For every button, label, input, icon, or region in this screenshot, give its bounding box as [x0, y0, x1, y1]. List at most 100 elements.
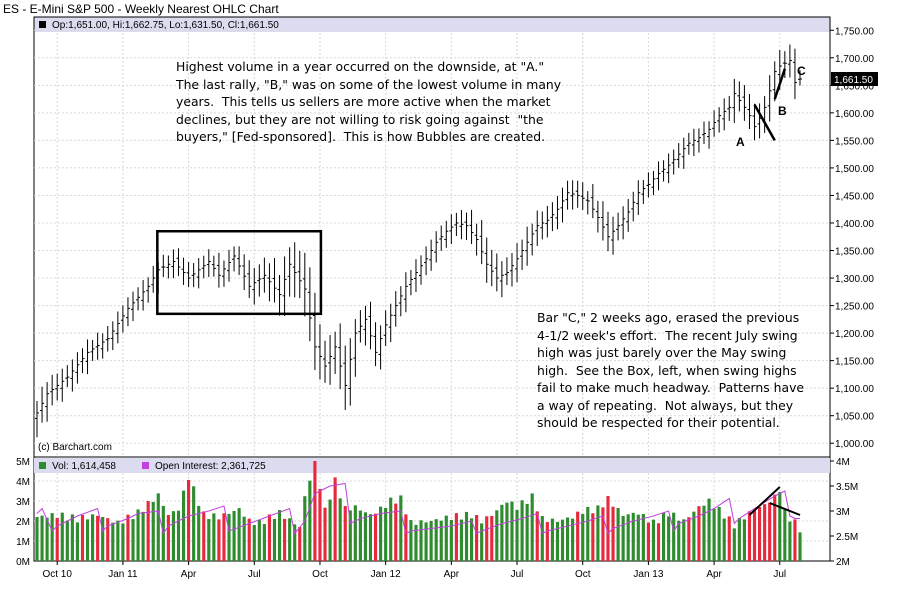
volume-bar	[576, 511, 580, 561]
volume-bar	[187, 479, 191, 561]
volume-tick-label: 3M	[16, 497, 30, 508]
ohlc-bar	[317, 324, 322, 380]
ohlc-bar	[95, 332, 100, 360]
volume-trendline-falling	[769, 502, 801, 516]
volume-legend: Vol: 1,614,458	[52, 461, 116, 472]
volume-bar	[449, 519, 453, 561]
volume-bar	[591, 513, 595, 561]
volume-bar	[384, 507, 388, 561]
ohlc-bar	[479, 220, 484, 265]
volume-legend-bar	[34, 458, 830, 473]
volume-bar	[242, 516, 246, 561]
volume-bar	[202, 511, 206, 561]
volume-bar	[550, 518, 554, 561]
volume-bar	[662, 512, 666, 561]
x-tick-label: Apr	[181, 569, 197, 580]
ohlc-bar	[227, 249, 232, 282]
volume-bar	[171, 511, 175, 561]
ohlc-bar	[55, 373, 60, 401]
ohlc-bar	[499, 261, 504, 298]
volume-bar	[732, 528, 736, 561]
volume-bar	[192, 486, 196, 561]
copyright: (c) Barchart.com	[38, 442, 112, 453]
volume-bar	[197, 505, 201, 561]
volume-bar	[601, 507, 605, 561]
volume-bar	[121, 523, 125, 561]
ohlc-legend-bar	[34, 17, 830, 32]
price-tick-label: 1,250.00	[835, 302, 874, 313]
open-interest-line	[36, 482, 800, 535]
volume-bar	[373, 513, 378, 561]
volume-bar	[333, 477, 337, 561]
volume-bar	[237, 508, 241, 561]
volume-bar	[439, 520, 443, 561]
volume-bar	[641, 513, 645, 561]
last-price-tag	[831, 71, 878, 86]
ohlc-bar	[787, 44, 792, 78]
volume-bar	[480, 523, 484, 561]
volume-tick-label: 1M	[16, 537, 30, 548]
label-a: A	[736, 135, 745, 149]
ohlc-bar	[388, 303, 393, 343]
ohlc-bar	[605, 211, 610, 252]
oi-tick-label: 3M	[836, 507, 850, 518]
volume-bar	[429, 520, 433, 561]
ohlc-bar	[141, 280, 146, 311]
ohlc-bar	[686, 132, 691, 155]
ohlc-bar	[110, 321, 115, 351]
volume-bar	[752, 509, 757, 561]
volume-bar	[758, 506, 762, 561]
ohlc-legend: Op:1,651.00, Hi:1,662.75, Lo:1,631.50, C…	[52, 20, 279, 31]
oi-tick-label: 3.5M	[836, 482, 858, 493]
volume-bar	[313, 461, 317, 561]
volume-bar	[80, 515, 85, 561]
ohlc-bar	[509, 253, 514, 287]
ohlc-bar	[419, 255, 424, 285]
ohlc-bar	[403, 272, 408, 313]
ohlc-bar	[469, 209, 474, 245]
ohlc-bar	[722, 98, 727, 131]
ohlc-bar	[595, 200, 600, 233]
volume-bar	[217, 519, 221, 561]
ohlc-bar	[676, 143, 681, 168]
ohlc-bar	[292, 242, 297, 298]
volume-tick-label: 4M	[16, 477, 30, 488]
x-axis: Oct 10 Jan 11 Apr Jul Oct Jan 12 Apr Jul Oct Jan …	[42, 561, 786, 580]
volume-bar	[793, 519, 797, 561]
x-tick-label: Apr	[706, 569, 722, 580]
volume-bar	[116, 520, 120, 561]
ohlc-bar	[590, 184, 595, 219]
volume-bar	[368, 514, 373, 561]
volume-bar	[515, 509, 519, 561]
ohlc-bar	[641, 179, 646, 204]
ohlc-bar	[181, 257, 186, 285]
ohlc-bar	[80, 348, 85, 374]
ohlc-bar	[176, 248, 181, 277]
ohlc-bar	[494, 253, 499, 292]
volume-bar	[631, 512, 635, 561]
volume-bar	[399, 495, 403, 561]
volume-bar	[677, 520, 681, 561]
ohlc-bar	[312, 292, 317, 371]
ohlc-bar	[206, 249, 211, 277]
ohlc-bar	[282, 256, 287, 316]
ohlc-bar	[247, 260, 252, 298]
volume-bar	[510, 501, 514, 561]
oi-right-axis: 2M 2.5M 3M 3.5M 4M	[830, 457, 858, 568]
volume-bar	[682, 519, 686, 561]
volume-bar	[353, 505, 357, 561]
ohlc-bar	[100, 333, 105, 359]
ohlc-bar	[307, 267, 312, 342]
volume-bar	[783, 509, 787, 561]
volume-bar	[207, 519, 211, 561]
volume-bar	[338, 498, 342, 561]
consolidation-box	[156, 229, 323, 316]
ohlc-bar	[737, 81, 742, 112]
volume-bar	[212, 513, 216, 561]
ohlc-bar	[666, 153, 671, 184]
ohlc-bar	[691, 128, 696, 157]
volume-bar	[495, 510, 499, 561]
volume-bar	[464, 511, 469, 561]
